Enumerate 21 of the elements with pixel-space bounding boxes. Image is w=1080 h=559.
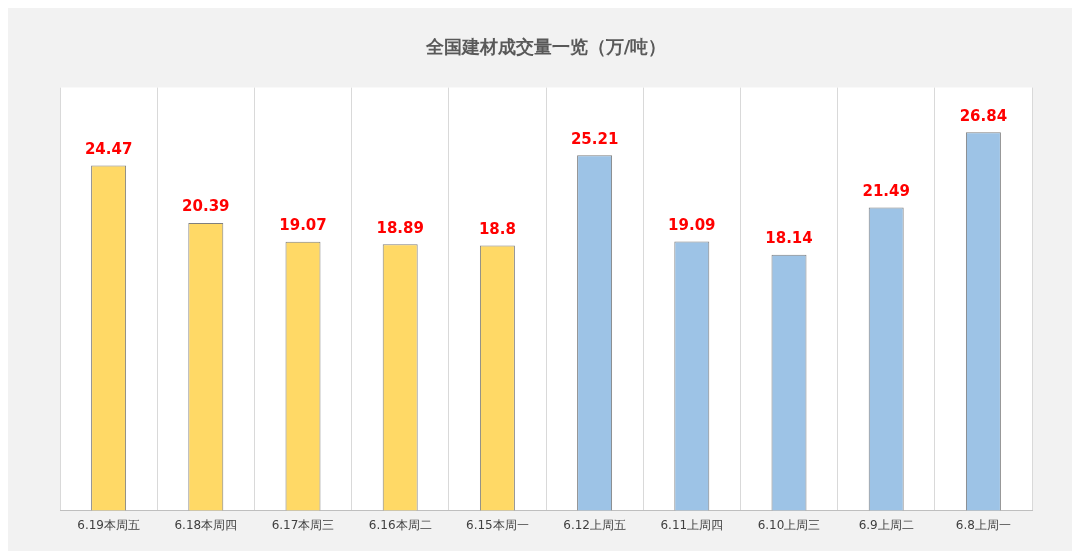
x-tick-label: 6.15本周一 bbox=[466, 517, 529, 532]
x-tick-label: 6.12上周五 bbox=[563, 517, 626, 532]
data-label: 18.8 bbox=[478, 219, 516, 238]
x-tick-label: 6.8上周一 bbox=[955, 517, 1011, 532]
x-tick-label: 6.10上周三 bbox=[757, 517, 821, 532]
data-label: 26.84 bbox=[959, 106, 1008, 125]
data-label: 24.47 bbox=[84, 139, 133, 158]
x-tick-label: 6.19本周五 bbox=[77, 517, 140, 532]
chart-title: 全国建材成交量一览（万/吨） bbox=[424, 36, 667, 58]
data-label: 20.39 bbox=[182, 197, 230, 216]
x-tick-label: 6.9上周二 bbox=[858, 517, 914, 532]
data-label: 19.09 bbox=[668, 215, 716, 234]
data-label: 18.89 bbox=[376, 218, 424, 237]
x-tick-label: 6.11上周四 bbox=[660, 517, 724, 532]
data-label: 18.14 bbox=[765, 229, 813, 248]
x-tick-label: 6.18本周四 bbox=[174, 517, 238, 532]
data-label: 21.49 bbox=[862, 181, 910, 200]
data-label: 25.21 bbox=[570, 129, 619, 148]
x-tick-label: 6.16本周二 bbox=[368, 517, 432, 532]
x-tick-label: 6.17本周三 bbox=[271, 517, 335, 532]
data-label: 19.07 bbox=[279, 216, 327, 235]
